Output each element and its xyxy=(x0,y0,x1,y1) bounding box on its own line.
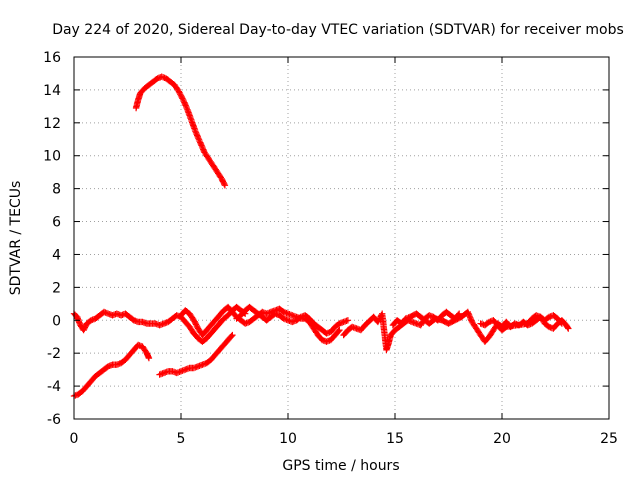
chart-title: Day 224 of 2020, Sidereal Day-to-day VTE… xyxy=(52,22,624,38)
series-arc-low-rising xyxy=(70,341,153,400)
x-tick-label-0: 0 xyxy=(70,431,79,447)
series-near-zero-c xyxy=(233,303,352,337)
y-tick-label-4: 2 xyxy=(52,280,61,296)
series-marks-5 xyxy=(233,303,352,337)
y-tick-label-9: 12 xyxy=(43,116,61,132)
x-tick-label-4: 20 xyxy=(493,431,511,447)
plot-frame xyxy=(73,56,610,420)
series-marks-8 xyxy=(477,312,566,334)
x-tick-label-1: 5 xyxy=(177,431,186,447)
series-late-c xyxy=(477,312,566,334)
y-tick-label-10: 14 xyxy=(43,83,61,99)
series-arc-high xyxy=(132,73,229,189)
series-arc-mid xyxy=(156,331,236,378)
y-axis-label: SDTVAR / TECUs xyxy=(8,181,24,296)
y-tick-label-0: -6 xyxy=(47,412,61,428)
y-tick-label-8: 10 xyxy=(43,149,61,165)
y-tick-label-11: 16 xyxy=(43,50,61,66)
series-marks-1 xyxy=(70,341,153,400)
series-marks-6 xyxy=(340,308,463,354)
x-tick-label-5: 25 xyxy=(600,431,618,447)
marks-layer xyxy=(70,73,572,400)
series-marks-2 xyxy=(156,331,236,378)
y-tick-label-6: 6 xyxy=(52,215,61,231)
x-axis-label: GPS time / hours xyxy=(282,458,399,474)
series-marks-7 xyxy=(389,308,572,345)
grid-layer xyxy=(74,57,609,419)
x-tick-label-2: 10 xyxy=(279,431,297,447)
series-late-a xyxy=(340,308,463,354)
ticks-layer: 0 5 10 15 20 25 -6 -4 -2 0 2 4 6 8 10 12 14 16 xyxy=(43,50,618,447)
x-tick-label-3: 15 xyxy=(386,431,404,447)
series-marks-0 xyxy=(132,73,229,189)
y-tick-label-1: -4 xyxy=(47,379,61,395)
y-tick-label-2: -2 xyxy=(47,346,61,362)
series-late-b xyxy=(389,308,572,345)
y-tick-label-3: 0 xyxy=(52,313,61,329)
y-tick-label-7: 8 xyxy=(52,182,61,198)
y-tick-label-5: 4 xyxy=(52,247,61,263)
